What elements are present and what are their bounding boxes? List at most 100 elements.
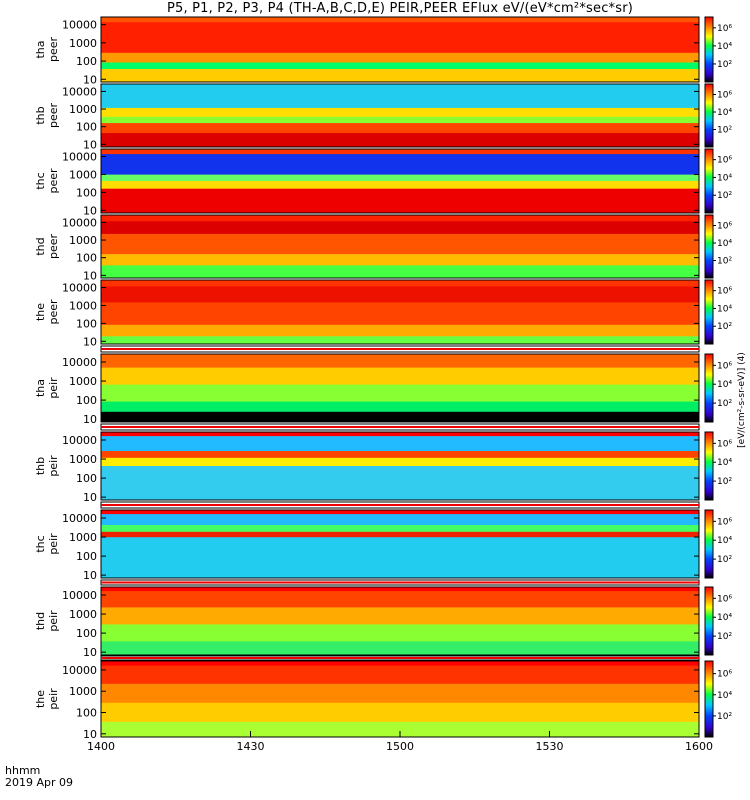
chart-title: P5, P1, P2, P3, P4 (TH-A,B,C,D,E) PEIR,P… (166, 1, 634, 16)
xtick-label-3: 1500 (386, 740, 414, 753)
panel-7-band-1 (101, 432, 699, 437)
panel-2-probe-label: thb (34, 106, 47, 124)
panel-3-band-5 (101, 188, 699, 214)
panel-5-ytick-label-3: 1000 (69, 299, 97, 312)
panel-7-ytick-label-1: 10 (83, 491, 97, 504)
panel-6-ytick-label-3: 1000 (69, 375, 97, 388)
panel-10-cb-tick-label-1: 10² (717, 712, 732, 722)
panel-7-species-label: peir (47, 455, 60, 477)
panel-4-cb-tick-label-2: 10⁴ (717, 239, 732, 249)
panel-1-cb-tick-label-2: 10⁴ (717, 42, 732, 52)
panel-7-colorbar (704, 431, 714, 501)
panel-6-species-label: peir (47, 377, 60, 399)
panel-7-cb-tick-label-1: 10² (717, 477, 732, 487)
panel-2-band-4 (101, 123, 699, 134)
panel-5-band-1 (101, 280, 699, 287)
panel-2-cb-tick-label-3: 10⁶ (717, 91, 732, 101)
panel-thc-peer: 10 100 1000 10000 thc peer 10² 10⁴ 10⁶ (34, 148, 732, 217)
panel-8-colorbar (704, 509, 714, 579)
panel-10-probe-label: the (34, 690, 47, 708)
panel-7-cb-tick-label-2: 10⁴ (717, 458, 732, 468)
panel-10-species-label: peir (47, 688, 60, 710)
panel-3-ytick-label-4: 10000 (62, 151, 97, 164)
panel-5-frame (100, 279, 700, 345)
panel-5-ytick-label-4: 10000 (62, 282, 97, 295)
panel-2-band-1 (101, 84, 699, 109)
panel-9-band-3 (101, 607, 699, 625)
panel-2-ytick-label-4: 10000 (62, 85, 97, 98)
panel-thb-peir: 10 100 1000 10000 thb peir 10² 10⁴ 10⁶ (34, 431, 732, 504)
panel-5-cb-tick-label-1: 10² (717, 322, 732, 332)
panel-6-band-2 (101, 367, 699, 386)
panel-8-ytick-label-3: 1000 (69, 531, 97, 544)
panel-7-ytick-label-2: 100 (76, 472, 97, 485)
xtick-label-2: 1430 (237, 740, 265, 753)
footer-date: 2019 Apr 09 (5, 776, 73, 789)
panel-2-cb-tick-label-2: 10⁴ (717, 108, 732, 118)
panel-6-ytick-label-1: 10 (83, 413, 97, 426)
panel-2-ytick-label-2: 100 (76, 121, 97, 134)
panel-2-colorbar (704, 83, 714, 148)
panel-9-frame (100, 586, 700, 656)
panel-thc-peir: 10 100 1000 10000 thc peir 10² 10⁴ 10⁶ (34, 509, 732, 582)
panel-5-cb-tick-label-3: 10⁶ (717, 287, 732, 297)
panel-4-cb-tick-label-1: 10² (717, 257, 732, 267)
panel-4-band-2 (101, 221, 699, 235)
panel-4-ytick-label-4: 10000 (62, 216, 97, 229)
panel-2-ytick-label-1: 10 (83, 138, 97, 151)
panel-3-cb-tick-label-2: 10⁴ (717, 173, 732, 183)
panel-9-colorbar (704, 586, 714, 656)
panel-3-species-label: peer (47, 168, 60, 194)
panel-9-cb-tick-label-1: 10² (717, 632, 732, 642)
panel-6-band-1 (101, 354, 699, 369)
panel-8-species-label: peir (47, 533, 60, 555)
panel-10-band-1 (101, 661, 699, 667)
panel-3-frame (100, 148, 700, 214)
separator-stripe-red-5 (101, 657, 699, 659)
panel-7-band-2 (101, 436, 699, 452)
panel-1-band-5 (101, 69, 699, 83)
colorbar-unit-label: [eV/(cm²-s-sr-eV)] (4) (737, 352, 747, 448)
panel-6-probe-label: tha (34, 379, 47, 397)
panel-8-cb-tick-label-2: 10⁴ (717, 536, 732, 546)
panel-1-cb-tick-label-3: 10⁶ (717, 24, 732, 34)
panel-6-frame (100, 353, 700, 423)
panel-8-cb-tick-label-1: 10² (717, 555, 732, 565)
panel-3-band-2 (101, 154, 699, 176)
separator-stripe-red-2 (101, 426, 699, 428)
panel-8-ytick-label-2: 100 (76, 550, 97, 563)
panel-6-band-3 (101, 384, 699, 403)
panel-10-ytick-label-4: 10000 (62, 664, 97, 677)
panel-5-species-label: peer (47, 299, 60, 325)
panel-9-band-1 (101, 587, 699, 592)
panel-8-ytick-label-1: 10 (83, 569, 97, 582)
panel-1-ytick-label-3: 1000 (69, 37, 97, 50)
panel-4-band-4 (101, 254, 699, 266)
panel-8-band-5 (101, 537, 699, 579)
panel-4-probe-label: thd (34, 237, 47, 255)
panel-1-frame (100, 16, 700, 83)
panel-3-ytick-label-3: 1000 (69, 168, 97, 181)
panel-1-ytick-label-4: 10000 (62, 19, 97, 32)
panel-2-band-3 (101, 116, 699, 124)
panel-7-band-3 (101, 451, 699, 459)
panel-1-cb-tick-label-1: 10² (717, 60, 732, 70)
separator-stripe-red-4 (101, 581, 699, 584)
panel-the-peir: 10 100 1000 10000 the peir 10² 10⁴ 10⁶ (34, 660, 732, 741)
panel-6-band-4 (101, 401, 699, 413)
panel-3-ytick-label-1: 10 (83, 204, 97, 217)
panel-8-band-4 (101, 531, 699, 538)
panel-1-band-4 (101, 62, 699, 70)
panel-7-probe-label: thb (34, 457, 47, 475)
panel-6-ytick-label-2: 100 (76, 394, 97, 407)
panel-9-probe-label: thd (34, 612, 47, 630)
panel-1-colorbar (704, 16, 714, 83)
panel-10-cb-tick-label-2: 10⁴ (717, 691, 732, 701)
panel-9-ytick-label-1: 10 (83, 646, 97, 659)
panel-5-probe-label: the (34, 303, 47, 321)
panel-7-ytick-label-3: 1000 (69, 453, 97, 466)
separator-stripe-red-3 (101, 504, 699, 506)
panel-9-band-4 (101, 624, 699, 642)
xtick-label-4: 1530 (536, 740, 564, 753)
